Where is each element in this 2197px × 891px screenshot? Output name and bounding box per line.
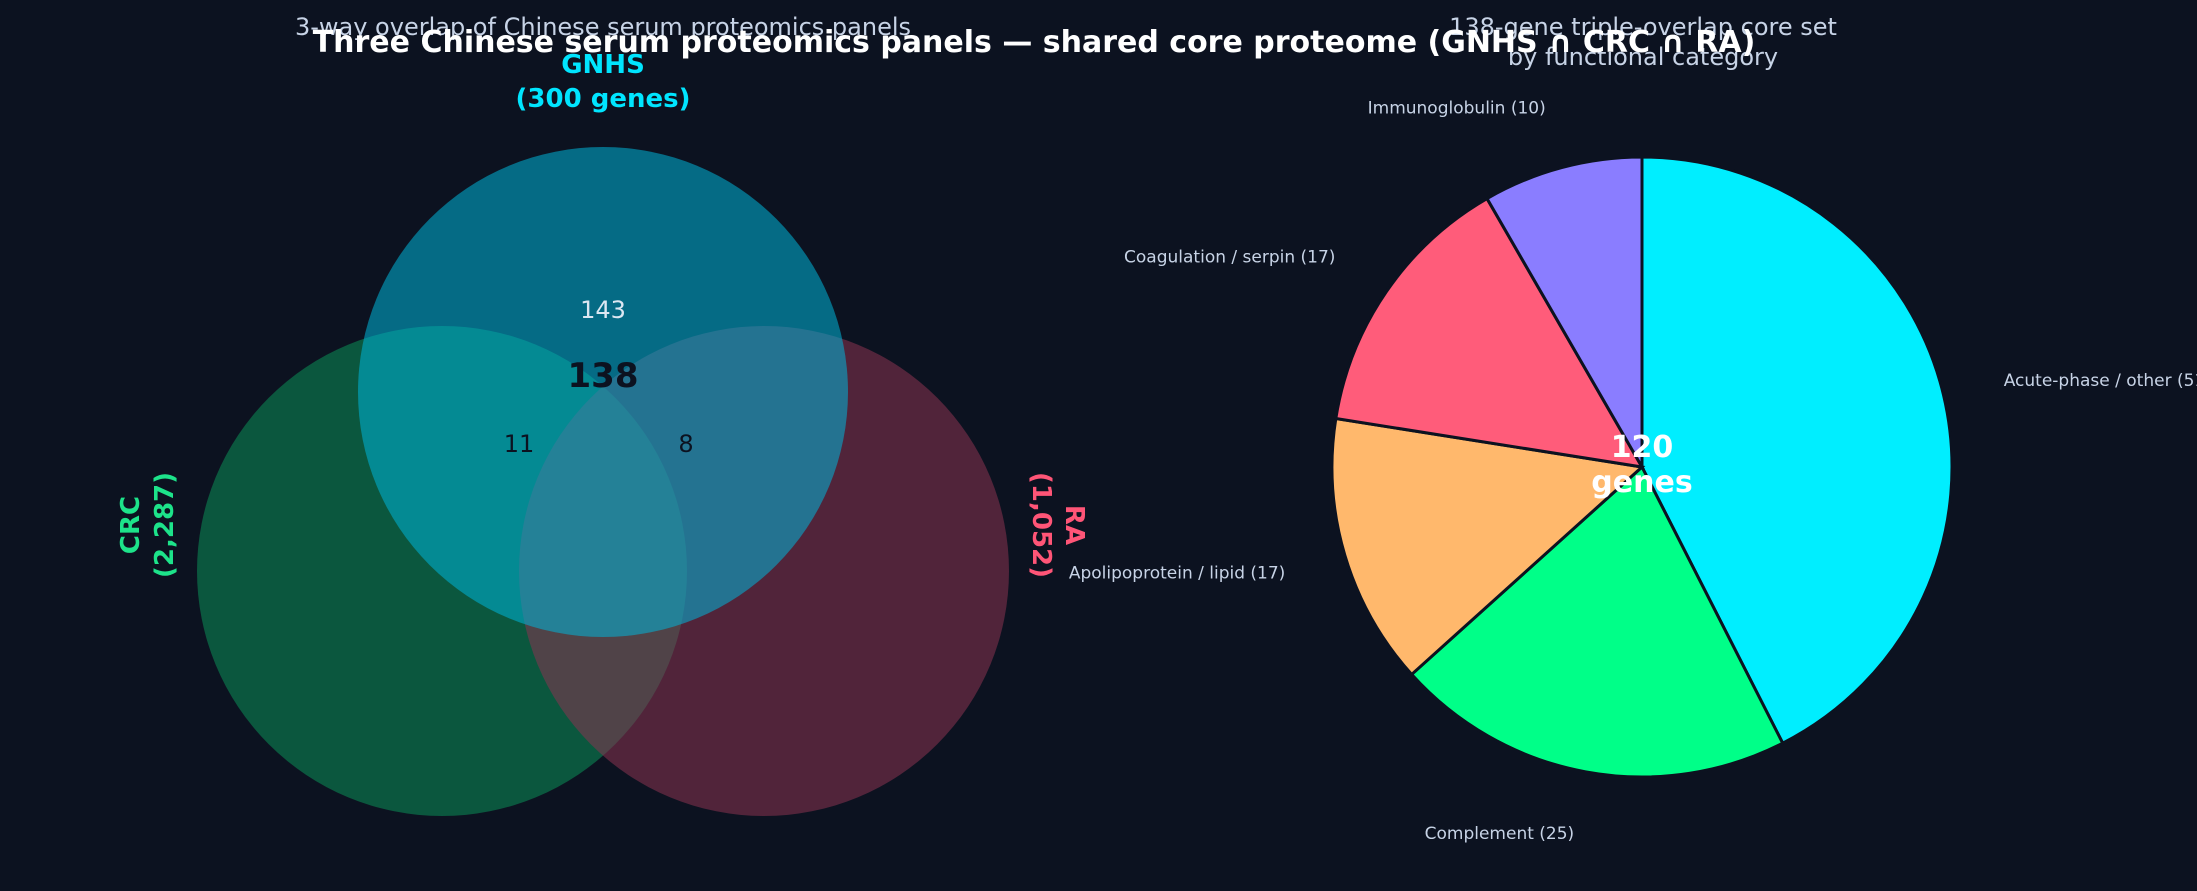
pie-label-4: Immunoglobulin (10): [1368, 99, 1546, 119]
venn-label-gnhs: GNHS: [561, 50, 645, 80]
venn-region-triple: 138: [568, 356, 639, 396]
venn-region-gnhs-only: 143: [580, 296, 626, 324]
venn-panel: 3-way overlap of Chinese serum proteomic…: [116, 13, 1089, 816]
figure-suptitle: Three Chinese serum proteomics panels — …: [313, 25, 1756, 60]
pie-slice-0: [1640, 155, 1954, 746]
pie-label-3: Coagulation / serpin (17): [1124, 247, 1335, 267]
venn-region-gnhs-crc: 11: [504, 430, 535, 458]
venn-region-gnhs-ra: 8: [678, 430, 693, 458]
pie-label-2: Apolipoprotein / lipid (17): [1069, 564, 1285, 584]
pie-slice-2: [1330, 416, 1646, 677]
pie-slice-4: [1484, 155, 1644, 473]
pie-label-1: Complement (25): [1425, 824, 1575, 844]
pie-center-unit: genes: [1591, 465, 1692, 500]
pie-label-0: Acute-phase / other (51): [2004, 371, 2197, 391]
pie-title-line1: 138-gene triple-overlap core set: [1449, 13, 1837, 41]
venn-label-ra-count: (1,052): [1026, 472, 1056, 578]
venn-circle-gnhs: [358, 147, 848, 637]
venn-title: 3-way overlap of Chinese serum proteomic…: [295, 13, 911, 41]
pie-slice-3: [1334, 196, 1645, 469]
pie-labels: Acute-phase / other (51) Complement (25) A…: [1069, 99, 2197, 844]
pie-center-count: 120: [1611, 430, 1674, 465]
venn-label-crc-count: (2,287): [150, 472, 180, 578]
venn-label-gnhs-count: (300 genes): [516, 84, 691, 114]
pie-panel: 138-gene triple-overlap core set by func…: [1069, 13, 2197, 844]
pie-slices: [1330, 155, 1954, 779]
venn-label-crc: CRC: [116, 496, 146, 554]
pie-title-line2: by functional category: [1508, 43, 1778, 71]
venn-label-ra: RA: [1059, 505, 1089, 545]
pie-slice-1: [1409, 464, 1785, 779]
